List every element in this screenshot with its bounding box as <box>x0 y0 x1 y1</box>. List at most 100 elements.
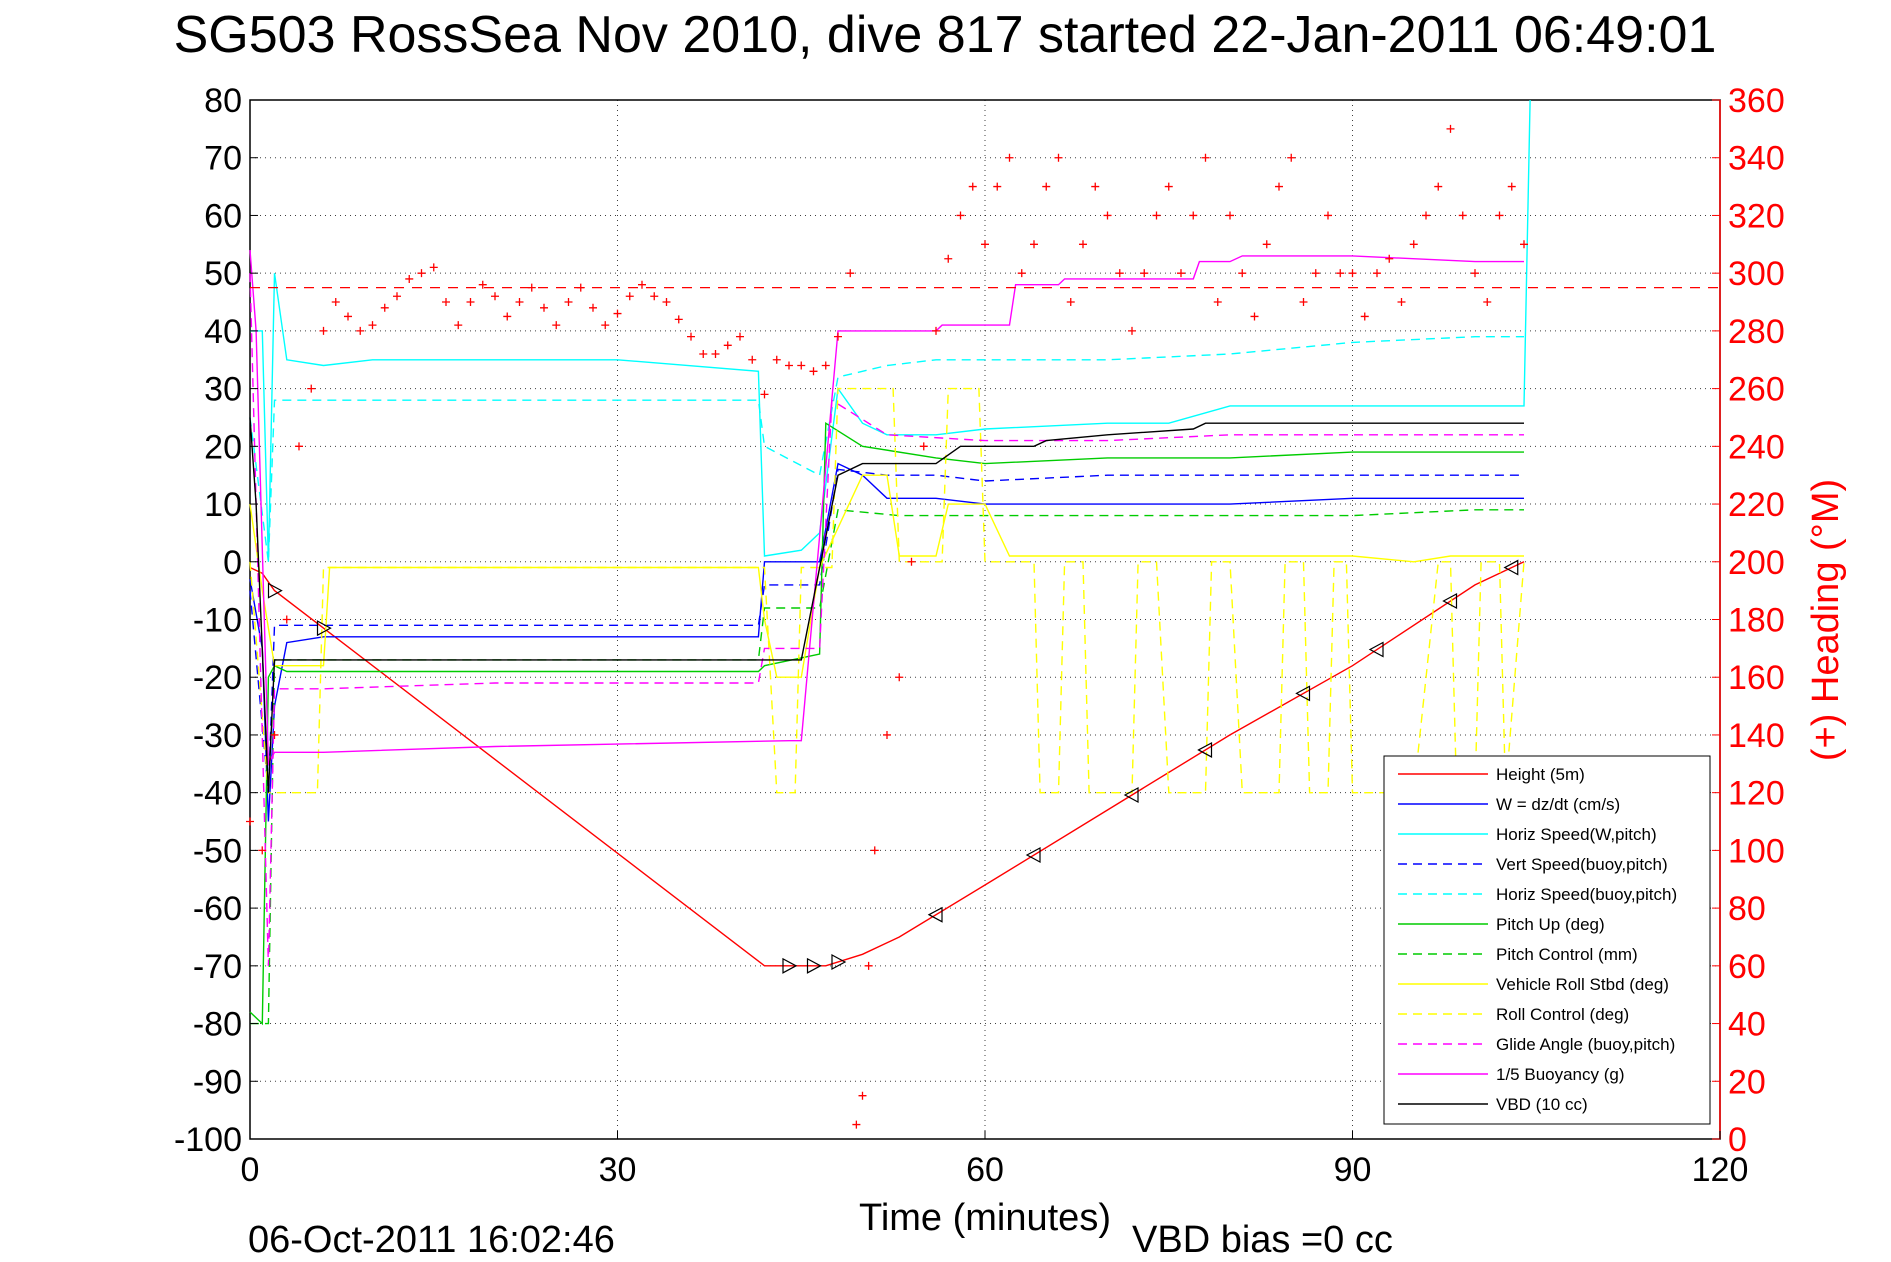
right-tick-label: 80 <box>1728 890 1766 928</box>
left-tick-label: 30 <box>204 371 242 409</box>
right-tick-label: 100 <box>1728 832 1785 870</box>
legend-box <box>1383 755 1711 1125</box>
heading-point <box>1005 153 1014 162</box>
heading-point <box>1299 298 1308 307</box>
heading-point <box>883 730 891 739</box>
heading-point <box>1201 153 1210 162</box>
heading-point <box>932 326 940 335</box>
right-tick-label: 360 <box>1728 82 1785 120</box>
series-line-8 <box>249 387 1525 794</box>
heading-point <box>1066 298 1075 307</box>
x-tick-label: 30 <box>599 1151 637 1189</box>
heading-point <box>650 292 659 301</box>
x-tick-label: 0 <box>241 1151 260 1189</box>
grid <box>250 100 1720 1139</box>
heading-point <box>405 274 414 283</box>
right-axis-label: (+) Heading (°M) <box>1805 479 1847 761</box>
apogee-marker <box>1295 685 1311 702</box>
left-tick-label: -60 <box>193 890 242 928</box>
series-line-11 <box>249 417 1524 793</box>
heading-point <box>1189 211 1198 220</box>
right-tick-label: 240 <box>1728 428 1785 466</box>
heading-point <box>1458 211 1467 220</box>
heading-point <box>344 312 352 321</box>
apogee-marker <box>1123 786 1139 803</box>
heading-point <box>834 332 842 341</box>
heading-point <box>772 355 781 364</box>
right-tick-label: 280 <box>1728 313 1785 351</box>
heading-point <box>295 442 303 451</box>
heading-point <box>1373 269 1381 278</box>
heading-point <box>797 361 806 370</box>
heading-point <box>809 367 818 376</box>
heading-point <box>1103 211 1112 220</box>
legend-entry-label: Pitch Up (deg) <box>1496 915 1605 934</box>
legend-entry-label: Pitch Control (mm) <box>1496 945 1638 964</box>
right-tick-label: 120 <box>1728 775 1785 813</box>
left-tick-label: -50 <box>193 832 242 870</box>
right-tick-label: 300 <box>1728 255 1785 293</box>
series-line-9 <box>249 273 1524 966</box>
heading-point <box>1115 269 1124 278</box>
right-tick-label: 260 <box>1728 371 1785 409</box>
left-tick-label: -40 <box>193 775 242 813</box>
heading-point <box>601 321 610 330</box>
left-tick-label: 50 <box>204 255 242 293</box>
heading-point <box>380 303 389 312</box>
heading-point <box>699 349 708 358</box>
legend-entry-label: W = dz/dt (cm/s) <box>1496 795 1620 814</box>
heading-point <box>1311 269 1320 278</box>
heading-point <box>1397 298 1406 307</box>
series-line-3 <box>249 468 1524 793</box>
heading-point <box>785 361 793 370</box>
apogee-marker <box>267 582 283 599</box>
legend-entry-label: Vehicle Roll Stbd (deg) <box>1496 975 1669 994</box>
heading-point <box>454 321 463 330</box>
heading-point <box>821 361 830 370</box>
right-tick-label: 320 <box>1728 197 1785 235</box>
heading-point <box>515 298 524 307</box>
heading-point <box>895 673 904 682</box>
heading-point <box>674 315 683 324</box>
heading-point <box>393 292 401 301</box>
left-tick-label: 80 <box>204 82 242 120</box>
vbd-bias-label: VBD bias =0 cc <box>1132 1219 1393 1261</box>
heading-point <box>1177 269 1185 278</box>
right-axis-ticks: 3603403203002802602402202001801601401201… <box>1712 82 1785 1159</box>
heading-point <box>968 182 977 191</box>
left-tick-label: 60 <box>204 197 242 235</box>
heading-point <box>944 254 953 263</box>
left-axis-ticks: 80 70 60 50 40 30 20 10 0 -10 -20 -30 -40 -50 -60 -70 -8… <box>174 82 258 1159</box>
right-tick-label: 140 <box>1728 717 1785 755</box>
heading-point <box>1275 182 1283 191</box>
apogee-marker <box>831 953 847 970</box>
heading-point <box>1409 240 1418 249</box>
heading-point <box>246 817 254 826</box>
x-axis-ticks: 0 30 60 90 120 <box>241 1131 1748 1189</box>
apogee-marker <box>927 906 943 923</box>
left-tick-label: -100 <box>174 1121 242 1159</box>
heading-point <box>503 312 512 321</box>
chart-title: SG503 RossSea Nov 2010, dive 817 started… <box>174 6 1717 64</box>
heading-point <box>1520 240 1528 249</box>
heading-point <box>956 211 965 220</box>
footer-timestamp: 06-Oct-2011 16:02:46 <box>248 1219 615 1261</box>
right-tick-label: 180 <box>1728 602 1785 640</box>
legend-entry-label: Height (5m) <box>1496 765 1585 784</box>
legend-entry-label: Vert Speed(buoy,pitch) <box>1496 855 1668 874</box>
left-tick-label: -20 <box>193 659 242 697</box>
heading-point <box>687 332 695 341</box>
right-tick-label: 0 <box>1728 1121 1747 1159</box>
heading-point <box>1483 298 1492 307</box>
series-line-0 <box>249 561 1525 967</box>
heading-point <box>1495 211 1504 220</box>
heading-point <box>919 442 928 451</box>
left-tick-label: 10 <box>204 486 242 524</box>
heading-point <box>319 326 328 335</box>
heading-point <box>552 321 561 330</box>
apogee-marker <box>806 957 822 974</box>
heading-point <box>748 355 757 364</box>
heading-point <box>1226 211 1234 220</box>
heading-point <box>491 292 499 301</box>
